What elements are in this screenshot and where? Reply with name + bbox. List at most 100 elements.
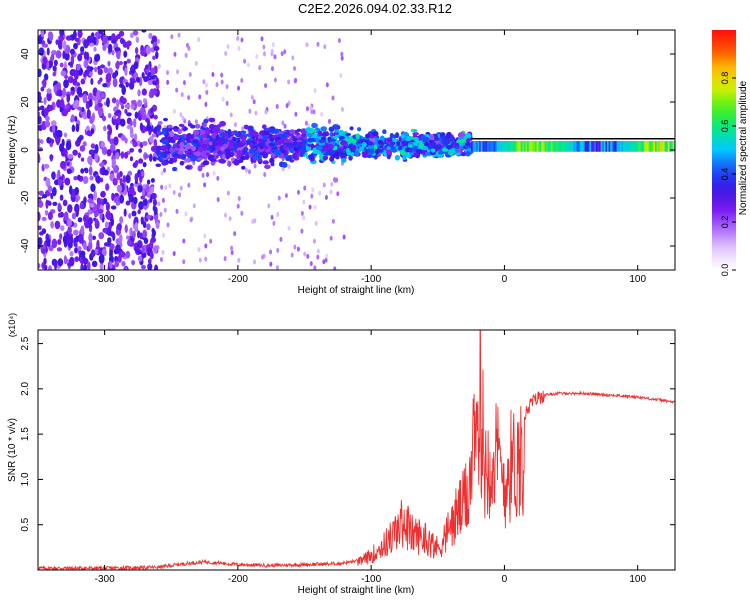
spectrogram-cell <box>666 141 670 152</box>
spectrogram-cell <box>203 182 207 188</box>
spectrogram-cell <box>56 99 62 108</box>
spectrogram-cell <box>480 141 484 152</box>
spectrogram-cell <box>592 141 596 152</box>
spectrogram-cell <box>597 141 601 152</box>
spectrogram-cell <box>215 82 219 88</box>
spectrogram-cell <box>55 82 61 90</box>
spectrogram-cell <box>66 93 71 103</box>
spectrogram-cell <box>115 244 121 253</box>
spectrogram-cell <box>59 194 64 201</box>
spectrogram-cell <box>571 141 575 152</box>
spectrogram-cell <box>182 238 186 244</box>
spectrogram-cell <box>77 53 83 62</box>
spectrogram-cell <box>616 141 620 152</box>
spectrogram-cell <box>338 136 346 140</box>
spectrogram-cell <box>52 201 58 207</box>
spectrogram-cell <box>220 79 224 85</box>
spectrogram-cell <box>314 220 318 226</box>
spectrogram-cell <box>177 128 182 135</box>
spectrogram-cell <box>173 51 177 57</box>
spectrogram-cell <box>56 247 63 252</box>
spectrogram-cell <box>648 141 652 152</box>
spectrogram-cell <box>146 223 151 231</box>
spectrogram-cell <box>377 139 384 145</box>
spectrogram-cell <box>41 216 47 222</box>
spectrogram-cell <box>285 156 293 161</box>
spectrogram-cell <box>313 88 317 94</box>
spectrogram-cell <box>237 196 241 202</box>
spectrogram-cell <box>207 154 214 160</box>
spectrogram-cell <box>306 253 310 259</box>
spectrogram-cell <box>294 143 301 148</box>
spectrogram-cell <box>65 140 72 151</box>
spectrogram-cell <box>243 124 249 130</box>
spectrogram-cell <box>55 50 62 59</box>
spectrogram-cell <box>51 258 58 267</box>
spectrogram-cell <box>149 136 154 143</box>
spectrogram-cell <box>430 148 436 153</box>
spectrogram-cell <box>180 153 187 160</box>
spectrogram-cell <box>310 193 314 199</box>
spectrogram-cell <box>311 122 318 129</box>
spectrogram-cell <box>615 141 619 152</box>
spectrogram-cell <box>105 183 110 191</box>
spectrogram-cell <box>72 30 77 40</box>
spectrogram-cell <box>423 142 429 147</box>
spectrogram-cell <box>576 141 580 152</box>
spectrogram-cell <box>247 169 251 175</box>
spectrogram-cell <box>273 128 280 134</box>
spectrogram-cell <box>74 99 80 108</box>
spectrogram-cell <box>38 190 44 196</box>
spectrogram-cell <box>90 78 94 86</box>
spectrogram-cell <box>538 141 542 152</box>
spectrogram-cell <box>38 138 42 144</box>
spectrogram-cell <box>667 141 671 152</box>
snr-series-line <box>38 330 675 570</box>
spectrogram-cell <box>52 124 56 133</box>
spectrogram-cell <box>89 175 94 181</box>
spectrogram-cell <box>140 216 144 225</box>
spectrogram-cell <box>329 138 336 142</box>
spectrogram-cell <box>252 131 259 137</box>
spectrogram-cell <box>420 134 426 141</box>
spectrogram-cell <box>316 254 320 260</box>
spectrogram-cell <box>93 46 97 52</box>
spectrogram-cell <box>661 141 665 152</box>
spectrogram-cell <box>658 141 662 152</box>
spectrogram-cell <box>272 220 276 226</box>
spectrogram-cell <box>91 260 98 268</box>
x-tick-label: 100 <box>629 574 646 585</box>
spectrogram-cell <box>573 141 577 152</box>
spectrogram-cell <box>269 261 273 267</box>
spectrogram-cell <box>318 139 325 144</box>
spectrogram-cell <box>294 111 298 117</box>
spectrogram-cell <box>276 212 280 218</box>
spectrogram-cell <box>263 51 267 57</box>
spectrogram-cell <box>203 233 207 239</box>
spectrogram-cell <box>302 215 306 221</box>
spectrogram-cell <box>38 236 43 246</box>
spectrogram-cell <box>229 112 233 118</box>
spectrogram-cell <box>294 77 298 83</box>
spectrogram-cell <box>413 136 419 142</box>
spectrogram-cell <box>511 141 515 152</box>
spectrogram-cell <box>118 83 125 88</box>
spectrogram-cell <box>330 181 334 187</box>
spectrogram-cell <box>187 45 191 51</box>
spectrogram-cell <box>329 235 333 241</box>
spectrogram-cell <box>224 51 228 57</box>
spectrogram-cell <box>96 197 101 204</box>
spectrogram-cell <box>82 257 89 265</box>
spectrogram-cell <box>132 230 136 239</box>
spectrogram-cell <box>191 145 197 152</box>
spectrogram-cell <box>557 141 561 152</box>
spectrogram-cell <box>475 141 479 152</box>
spectrogram-cell <box>313 265 317 270</box>
spectrogram-cell <box>234 130 239 137</box>
spectrogram-cell <box>137 184 143 193</box>
spectrogram-cell <box>117 113 121 119</box>
spectrogram-cell <box>124 137 128 144</box>
x-tick-label: -200 <box>228 574 248 585</box>
spectrogram-cell <box>187 123 193 127</box>
spectrogram-cell <box>153 138 158 149</box>
